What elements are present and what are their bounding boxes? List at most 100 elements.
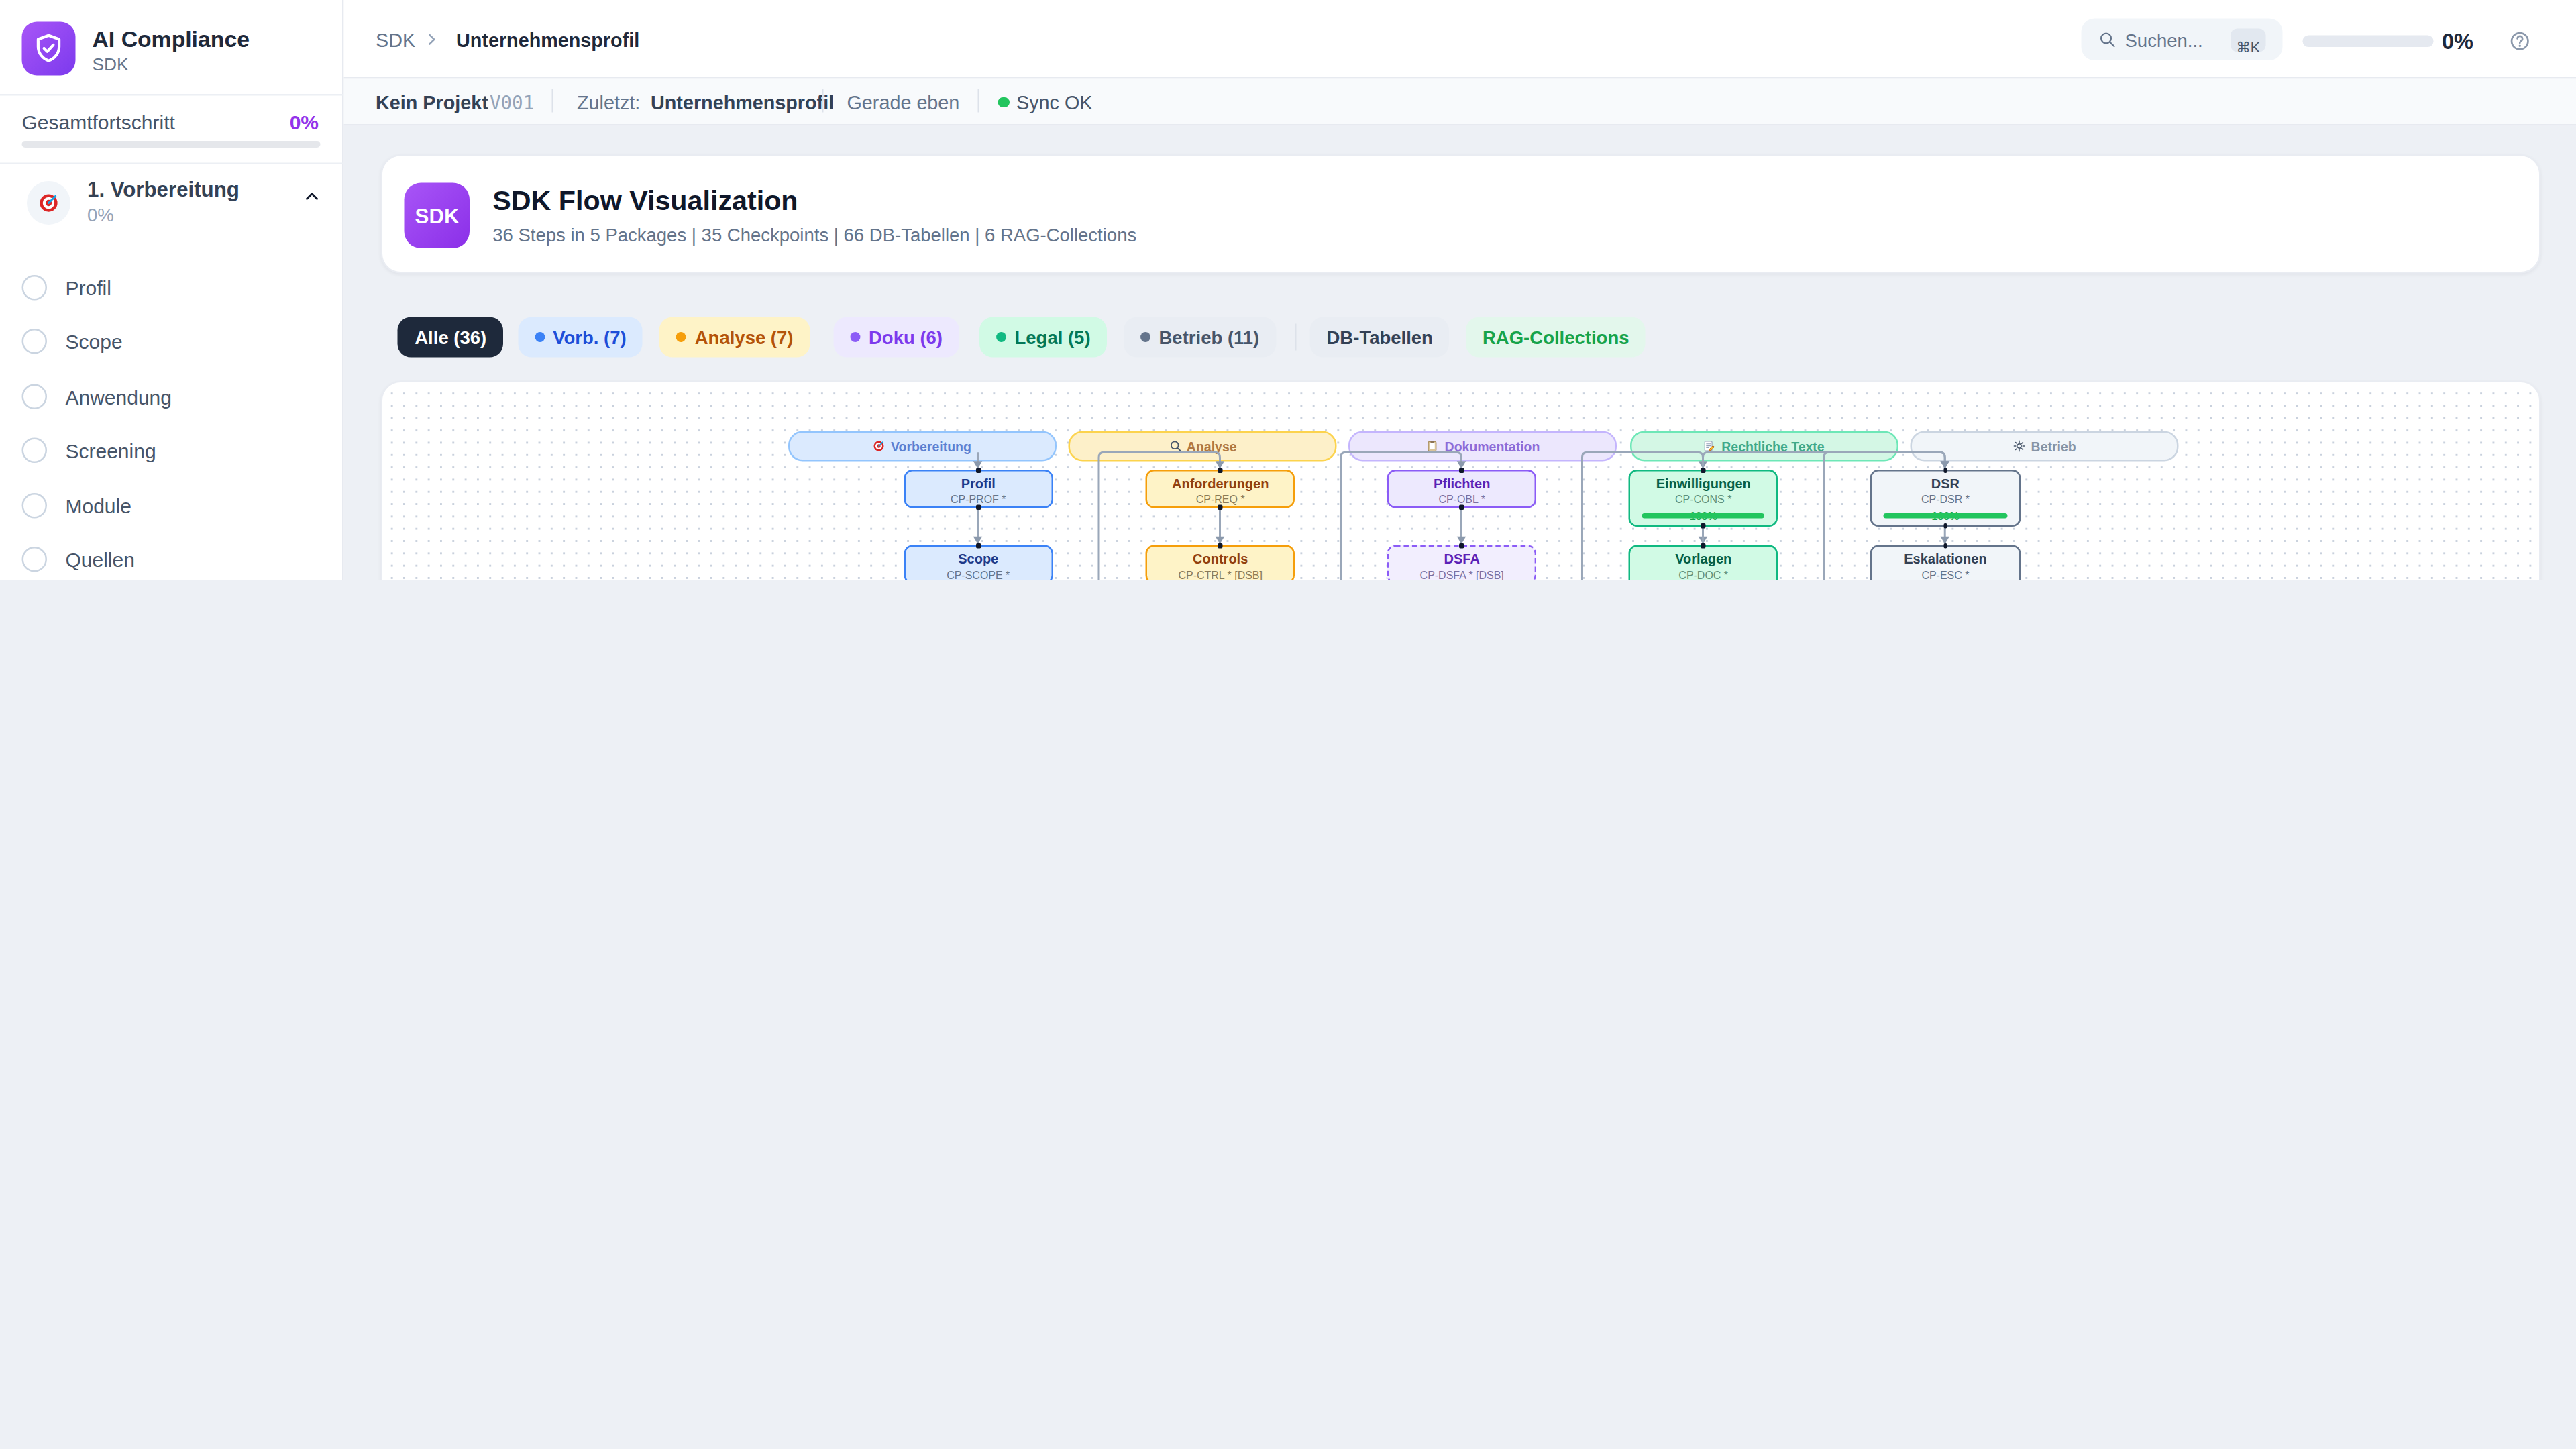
filter-chip-betrieb-11[interactable]: Betrieb (11)	[1124, 317, 1276, 358]
node-handle-top	[1701, 544, 1705, 548]
node-title: Scope	[905, 552, 1052, 568]
node-title: DSFA	[1389, 552, 1536, 568]
flow-group-header-dokumentation[interactable]: Dokumentation	[1349, 432, 1617, 462]
node-handle-top	[976, 544, 980, 548]
flow-group-header-analyse[interactable]: Analyse	[1068, 432, 1336, 462]
content: SDKSDK Flow Visualization36 Steps in 5 P…	[344, 126, 2576, 580]
flow-node-vorlagen[interactable]: VorlagenCP-DOC *100%	[1628, 545, 1778, 580]
node-title: Vorlagen	[1630, 552, 1777, 568]
node-code: CP-ESC *	[1872, 568, 2019, 580]
flow-node-einwilligungen[interactable]: EinwilligungenCP-CONS *100%	[1628, 470, 1778, 527]
node-code: CP-DSR *	[1872, 492, 2019, 505]
node-code: CP-OBL *	[1389, 492, 1536, 505]
chip-dot	[1140, 332, 1150, 342]
filter-chip-alle-36[interactable]: Alle (36)	[398, 317, 503, 358]
statusbar: Kein ProjektV001Zuletzt:Unternehmensprof…	[344, 79, 2576, 126]
target-icon	[37, 191, 60, 215]
node-code: CP-CTRL * [DSB]	[1147, 568, 1294, 580]
flow-node-profil[interactable]: ProfilCP-PROF *	[903, 470, 1053, 508]
node-handle-top	[1460, 544, 1464, 548]
chip-label: Legal (5)	[1015, 317, 1091, 358]
flow-group-header-rechtliche-texte[interactable]: Rechtliche Texte	[1629, 432, 1898, 462]
node-code: CP-DSFA * [DSB]	[1389, 568, 1536, 580]
flow-node-dsr[interactable]: DSRCP-DSR *100%	[1870, 470, 2021, 527]
topbar: SDKUnternehmensprofilSuchen...⌘K0%	[344, 0, 2576, 79]
node-handle-bottom	[976, 504, 980, 508]
step-status-circle	[22, 275, 48, 301]
chips-divider	[1295, 324, 1297, 351]
filter-chip-rag-collections[interactable]: RAG-Collections	[1466, 317, 1646, 358]
overall-progress-value: 0%	[290, 110, 319, 133]
sdk-badge: SDK	[404, 182, 470, 248]
node-title: Anforderungen	[1147, 476, 1294, 492]
group-header-label: Dokumentation	[1445, 439, 1540, 455]
status-last-value: Unternehmensprofil	[651, 91, 834, 111]
node-title: Einwilligungen	[1630, 476, 1777, 492]
header-progress-value: 0%	[2442, 29, 2473, 54]
node-code: CP-DOC *	[1630, 568, 1777, 580]
step-status-circle	[22, 329, 48, 355]
filter-chip-doku-6[interactable]: Doku (6)	[834, 317, 960, 358]
page-title: SDK Flow Visualization	[492, 185, 798, 217]
sidebar-item-label: Module	[66, 494, 131, 517]
chip-dot	[535, 332, 545, 342]
flow-node-controls[interactable]: ControlsCP-CTRL * [DSB]	[1145, 545, 1295, 580]
chip-dot	[851, 332, 861, 342]
sidebar-item-screening[interactable]: Screening	[0, 433, 344, 473]
flow-node-scope[interactable]: ScopeCP-SCOPE *	[903, 545, 1053, 580]
node-handle-top	[1701, 468, 1705, 472]
sidebar-item-module[interactable]: Module	[0, 487, 344, 527]
node-code: CP-PROF *	[905, 492, 1052, 505]
filter-chip-analyse-7[interactable]: Analyse (7)	[659, 317, 810, 358]
node-handle-top	[1943, 468, 1947, 472]
node-progress-bar	[1884, 514, 2007, 518]
flow-node-anforderungen[interactable]: AnforderungenCP-REQ *	[1145, 470, 1295, 508]
chevron-right-icon	[423, 30, 441, 49]
clipboard-icon	[1426, 440, 1440, 453]
sidebar-item-quellen[interactable]: Quellen	[0, 542, 344, 580]
flow-visualization-card: Vorbereitung Analyse Dokumentation Rechtlic…	[381, 381, 2540, 580]
step-status-circle	[22, 438, 48, 464]
search-shortcut: ⌘K	[2231, 28, 2266, 51]
node-handle-top	[1218, 544, 1222, 548]
sidebar-item-label: Anwendung	[66, 385, 172, 409]
sidebar-item-profil[interactable]: Profil	[0, 270, 344, 311]
divider	[551, 89, 553, 113]
flow-node-eskalationen[interactable]: EskalationenCP-ESC *100%	[1870, 545, 2021, 580]
status-sync: Sync OK	[1016, 91, 1092, 111]
divider	[822, 89, 824, 113]
filter-chip-db-tabellen[interactable]: DB-Tabellen	[1310, 317, 1450, 358]
step-status-circle	[22, 547, 48, 572]
flow-node-dsfa[interactable]: DSFACP-DSFA * [DSB]	[1387, 545, 1537, 580]
flow-group-header-betrieb[interactable]: Betrieb	[1910, 432, 2178, 462]
chip-label: DB-Tabellen	[1327, 317, 1433, 358]
sidebar-item-anwendung[interactable]: Anwendung	[0, 378, 344, 419]
chip-label: Betrieb (11)	[1159, 317, 1260, 358]
sidebar-item-scope[interactable]: Scope	[0, 324, 344, 364]
chip-dot	[996, 332, 1006, 342]
node-code: CP-REQ *	[1147, 492, 1294, 505]
overall-progress-label: Gesamtfortschritt	[22, 110, 175, 133]
breadcrumb-root[interactable]: SDK	[376, 30, 415, 50]
app-subtitle: SDK	[93, 54, 129, 74]
node-progress-bar	[1642, 514, 1765, 518]
header-progress-track	[2303, 35, 2434, 47]
help-button[interactable]	[2509, 30, 2531, 52]
search-icon	[2098, 30, 2117, 49]
filter-chip-vorb-7[interactable]: Vorb. (7)	[518, 317, 643, 358]
search-icon	[2098, 30, 2117, 49]
search-button[interactable]: Suchen...⌘K	[2082, 19, 2283, 61]
node-title: Controls	[1147, 552, 1294, 568]
chip-label: Analyse (7)	[695, 317, 794, 358]
chevron-up-icon	[302, 186, 322, 207]
app: AI ComplianceSDKGesamtfortschritt0%1. Vo…	[0, 0, 2576, 580]
sidebar-package-1-vorbereitung[interactable]: 1. Vorbereitung0%	[0, 173, 344, 247]
node-handle-bottom	[1943, 523, 1947, 527]
chip-label: Alle (36)	[415, 317, 486, 358]
group-header-label: Analyse	[1187, 439, 1237, 455]
filter-chip-legal-5[interactable]: Legal (5)	[979, 317, 1108, 358]
node-title: DSR	[1872, 476, 2019, 492]
flow-node-pflichten[interactable]: PflichtenCP-OBL *	[1387, 470, 1537, 508]
chevron-right-icon	[423, 30, 441, 49]
flow-group-header-vorbereitung[interactable]: Vorbereitung	[788, 432, 1056, 462]
